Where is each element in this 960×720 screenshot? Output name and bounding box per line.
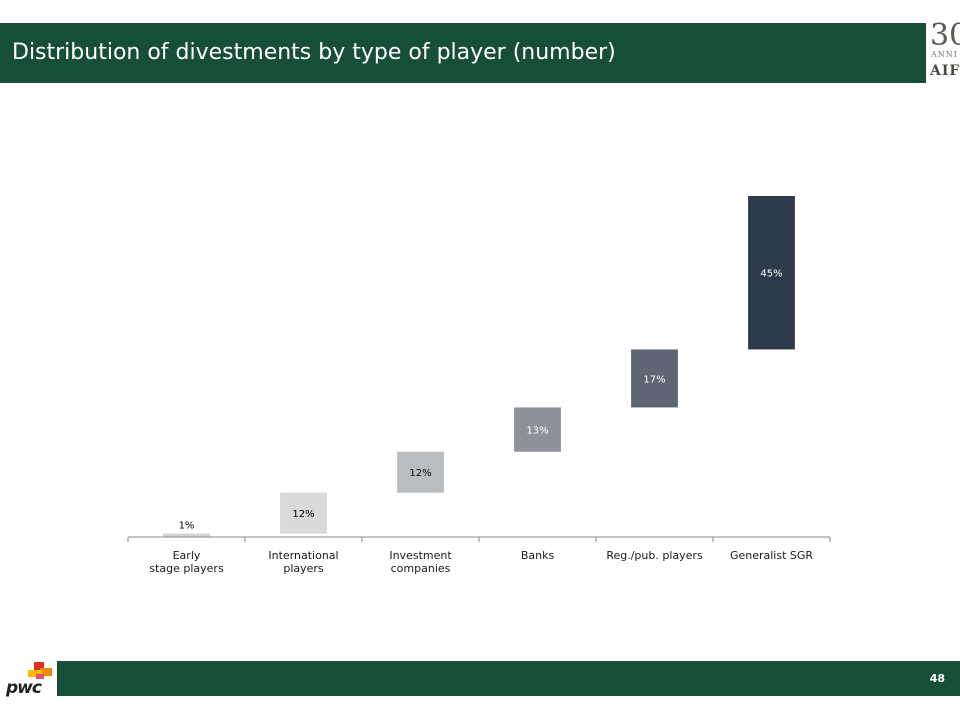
bar-2 <box>397 451 444 493</box>
bar-0 <box>163 533 210 537</box>
category-label-3: Banks <box>521 549 555 562</box>
data-label-2: 12% <box>409 468 431 479</box>
pwc-logo <box>28 662 52 679</box>
pwc-wordmark: pwc <box>6 678 42 698</box>
data-label-0: 1% <box>179 521 195 532</box>
data-label-3: 13% <box>526 426 548 437</box>
divestments-chart: 1% 12% 12% 13% 17% 45% Early stage players Inte… <box>127 196 831 575</box>
title-bar: Distribution of divestments by type of p… <box>0 23 926 83</box>
category-label-5: Generalist SGR <box>730 549 813 562</box>
data-label-4: 17% <box>643 374 665 385</box>
category-label-0: Early stage players <box>149 549 224 575</box>
footer-bar: 48 <box>57 661 960 696</box>
category-label-4: Reg./pub. players <box>606 549 703 562</box>
bar-1 <box>280 492 327 534</box>
page-title: Distribution of divestments by type of p… <box>12 40 616 65</box>
data-label-5: 45% <box>760 269 782 280</box>
ticks-layer <box>127 537 831 542</box>
bar-4 <box>631 349 678 408</box>
bars-layer: 1% 12% 12% 13% 17% 45% <box>163 196 795 537</box>
page-number: 48 <box>929 672 945 685</box>
bar-5 <box>748 196 795 350</box>
aifi-30-anni-logo: 30 ANNI AIFI <box>930 22 960 79</box>
bar-3 <box>514 407 561 452</box>
data-label-1: 12% <box>292 509 314 520</box>
category-label-1: International players <box>268 549 338 575</box>
category-labels: Early stage players International players In… <box>149 549 813 575</box>
category-label-2: Investment companies <box>389 549 452 575</box>
